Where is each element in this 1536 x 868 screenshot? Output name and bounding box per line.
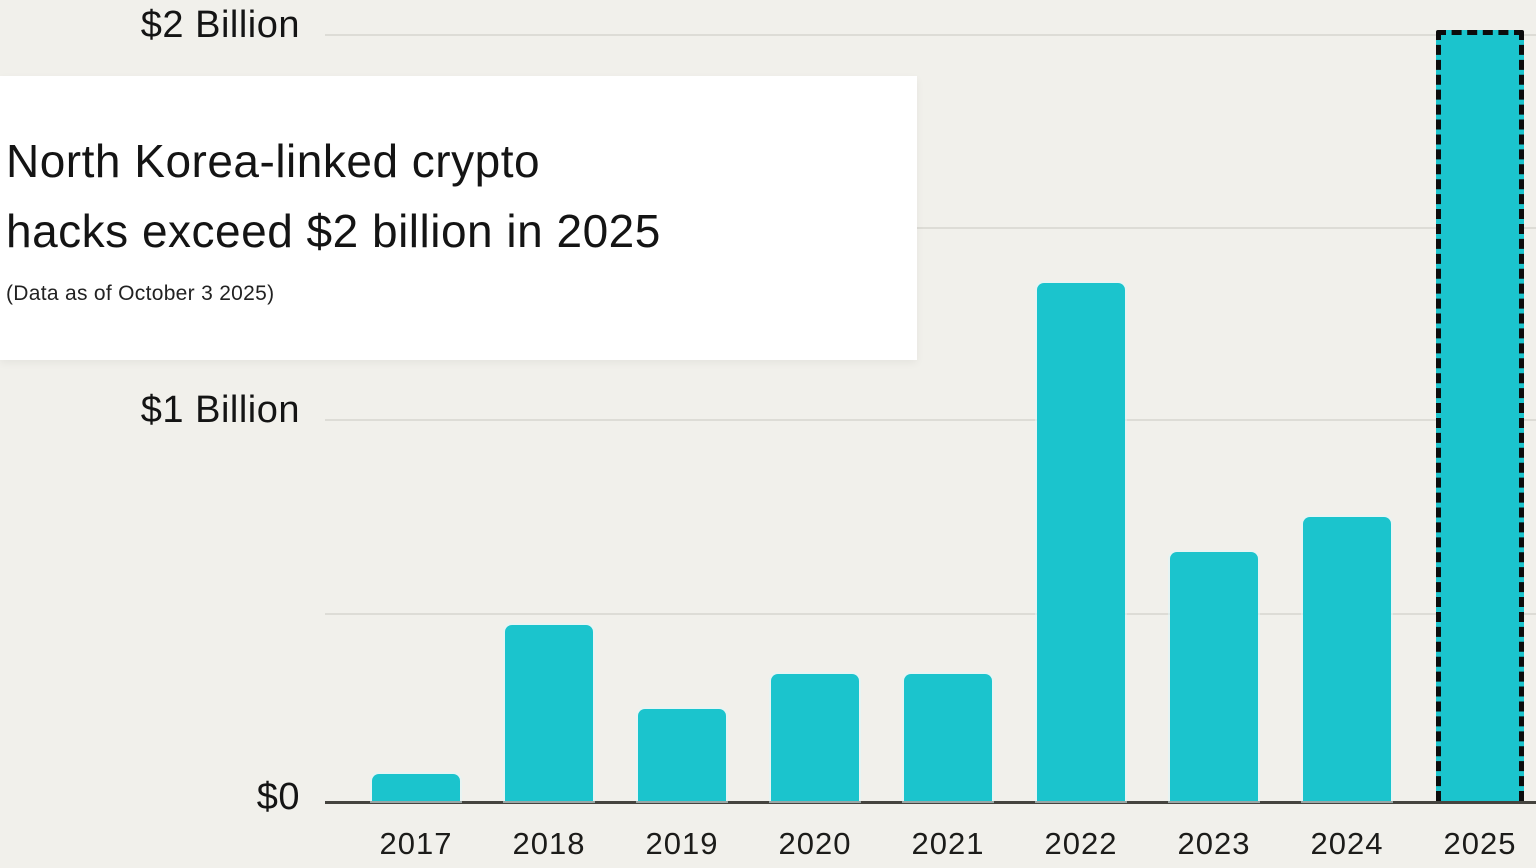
x-tick-2021: 2021 xyxy=(911,826,985,861)
bar-2017 xyxy=(372,774,460,801)
x-tick-2022: 2022 xyxy=(1044,826,1118,861)
x-tick-2019: 2019 xyxy=(645,826,719,861)
bar-2023 xyxy=(1170,552,1258,801)
chart-subtitle: (Data as of October 3 2025) xyxy=(6,282,275,305)
bar-2025 xyxy=(1436,30,1524,801)
gridline-1-5b xyxy=(325,227,1536,229)
gridline-0-5b xyxy=(325,613,1536,615)
bar-2021 xyxy=(904,674,992,801)
x-tick-2017: 2017 xyxy=(379,826,453,861)
bar-2019 xyxy=(638,709,726,801)
bar-2024 xyxy=(1303,517,1391,801)
bar-2018 xyxy=(505,625,593,801)
x-tick-2018: 2018 xyxy=(512,826,586,861)
x-tick-2023: 2023 xyxy=(1177,826,1251,861)
x-tick-2025: 2025 xyxy=(1443,826,1517,861)
bar-2020 xyxy=(771,674,859,801)
gridline-2b xyxy=(325,34,1536,36)
y-tick-zero: $0 xyxy=(256,776,300,818)
chart-title-line-1: North Korea-linked crypto xyxy=(6,135,541,187)
y-tick-1-billion: $1 Billion xyxy=(140,389,300,431)
chart-title-line-2: hacks exceed $2 billion in 2025 xyxy=(6,205,661,257)
x-axis-line xyxy=(325,801,1536,804)
bar-2022 xyxy=(1037,283,1125,801)
headline-card: North Korea-linked crypto hacks exceed $… xyxy=(0,76,917,360)
y-tick-2-billion: $2 Billion xyxy=(140,4,300,46)
x-tick-2020: 2020 xyxy=(778,826,852,861)
gridline-1b xyxy=(325,419,1536,421)
x-tick-2024: 2024 xyxy=(1310,826,1384,861)
